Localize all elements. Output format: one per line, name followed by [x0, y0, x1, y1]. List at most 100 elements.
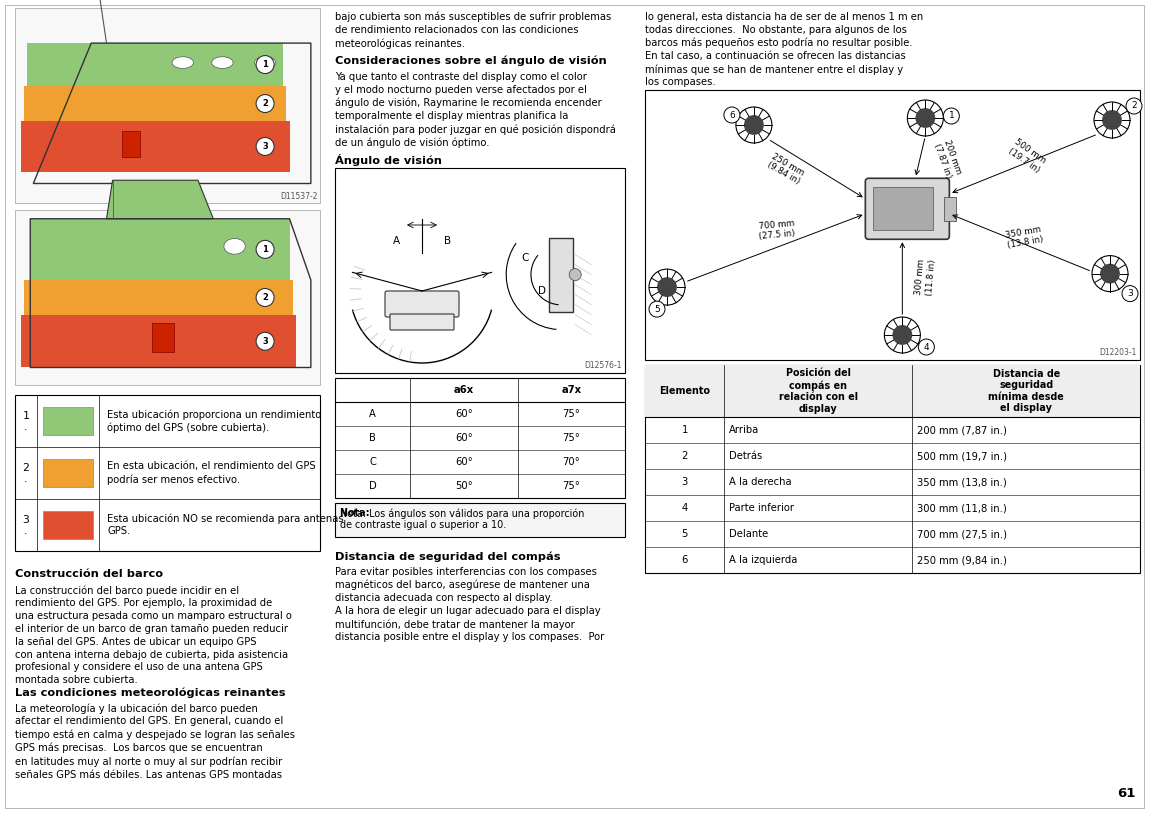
Text: C: C: [369, 457, 376, 467]
Text: 2: 2: [681, 451, 688, 461]
Circle shape: [649, 269, 685, 305]
Circle shape: [256, 137, 275, 155]
Circle shape: [1102, 110, 1121, 130]
Text: Construcción del barco: Construcción del barco: [15, 569, 163, 579]
Bar: [30, 219, 290, 280]
Text: 60°: 60°: [455, 409, 473, 419]
Text: 5: 5: [654, 305, 660, 314]
Circle shape: [256, 94, 275, 112]
Ellipse shape: [254, 57, 276, 68]
Bar: [944, 197, 956, 221]
Text: Para evitar posibles interferencias con los compases
magnéticos del barco, asegú: Para evitar posibles interferencias con …: [336, 567, 604, 642]
Bar: [15, 210, 321, 385]
Circle shape: [943, 108, 959, 124]
Text: Nota: Los ángulos son válidos para una proporción: Nota: Los ángulos son válidos para una p…: [340, 508, 585, 519]
Text: 6: 6: [728, 111, 734, 120]
Text: 500 mm (19,7 in.): 500 mm (19,7 in.): [917, 451, 1008, 461]
Circle shape: [256, 55, 275, 73]
Ellipse shape: [224, 238, 245, 254]
Text: Ángulo de visión: Ángulo de visión: [336, 154, 442, 166]
Text: Detrás: Detrás: [730, 451, 763, 461]
Circle shape: [916, 108, 935, 128]
Ellipse shape: [211, 57, 233, 68]
Text: 350 mm (13,8 in.): 350 mm (13,8 in.): [917, 477, 1007, 487]
Text: 1: 1: [262, 245, 268, 254]
Text: A la izquierda: A la izquierda: [730, 555, 797, 565]
Ellipse shape: [172, 57, 193, 68]
Circle shape: [885, 317, 920, 353]
Text: Esta ubicación NO se recomienda para antenas
GPS.: Esta ubicación NO se recomienda para ant…: [107, 514, 344, 537]
Text: 2: 2: [262, 99, 268, 108]
Text: 2: 2: [23, 463, 30, 473]
Circle shape: [1126, 98, 1142, 114]
Text: 3: 3: [23, 515, 30, 525]
Circle shape: [256, 241, 275, 259]
Circle shape: [735, 107, 772, 143]
Text: D12203-1: D12203-1: [1100, 348, 1138, 357]
Text: B: B: [369, 433, 376, 443]
Text: 700 mm
(27.5 in): 700 mm (27.5 in): [757, 219, 795, 241]
Text: 250 mm
(9.84 in): 250 mm (9.84 in): [765, 151, 807, 186]
Text: 70°: 70°: [563, 457, 580, 467]
Bar: [21, 315, 295, 367]
Text: 6: 6: [681, 555, 688, 565]
Bar: [15, 8, 321, 203]
Text: .: .: [24, 526, 28, 536]
Bar: [15, 395, 321, 551]
Text: Parte inferior: Parte inferior: [730, 503, 794, 513]
Circle shape: [256, 289, 275, 307]
Text: 3: 3: [681, 477, 688, 487]
Circle shape: [908, 100, 943, 136]
Polygon shape: [107, 180, 214, 219]
Bar: [645, 365, 1140, 573]
Text: 1: 1: [948, 111, 954, 120]
Text: B: B: [445, 236, 452, 246]
Text: 1: 1: [262, 60, 268, 69]
Text: Distancia de seguridad del compás: Distancia de seguridad del compás: [336, 551, 561, 562]
Circle shape: [1094, 102, 1129, 138]
Bar: [873, 187, 933, 230]
Text: A: A: [393, 236, 400, 246]
Circle shape: [724, 107, 740, 123]
Text: A: A: [369, 409, 376, 419]
Text: 500 mm
(19.7 in): 500 mm (19.7 in): [1007, 137, 1048, 174]
Bar: [645, 90, 1140, 360]
Text: C: C: [522, 253, 530, 263]
Text: Arriba: Arriba: [730, 425, 759, 435]
Text: .: .: [24, 474, 28, 484]
Text: 300 mm (11,8 in.): 300 mm (11,8 in.): [917, 503, 1007, 513]
Circle shape: [569, 268, 581, 280]
Text: 2: 2: [1131, 102, 1136, 111]
Text: 200 mm
(7.87 in): 200 mm (7.87 in): [932, 138, 963, 179]
Text: 5: 5: [681, 529, 688, 539]
Text: a7x: a7x: [562, 385, 581, 395]
Text: D: D: [369, 481, 377, 491]
Bar: [43, 511, 93, 539]
Text: 4: 4: [681, 503, 688, 513]
Text: 50°: 50°: [455, 481, 473, 491]
Bar: [43, 407, 93, 435]
Circle shape: [1100, 263, 1120, 284]
Text: lo general, esta distancia ha de ser de al menos 1 m en
todas direcciones.  No o: lo general, esta distancia ha de ser de …: [645, 12, 924, 87]
Text: D: D: [538, 286, 546, 296]
FancyBboxPatch shape: [390, 314, 454, 330]
Text: a6x: a6x: [454, 385, 475, 395]
Text: 1: 1: [23, 411, 30, 421]
Circle shape: [1123, 285, 1138, 302]
Bar: [28, 43, 284, 86]
Text: Las condiciones meteorológicas reinantes: Las condiciones meteorológicas reinantes: [15, 687, 285, 698]
Bar: [21, 121, 290, 172]
Text: La construcción del barco puede incidir en el
rendimiento del GPS. Por ejemplo, : La construcción del barco puede incidir …: [15, 585, 292, 685]
Text: D12576-1: D12576-1: [585, 361, 622, 370]
Text: 75°: 75°: [562, 409, 580, 419]
Text: Posición del
compás en
relación con el
display: Posición del compás en relación con el d…: [779, 368, 858, 414]
Text: 2: 2: [262, 293, 268, 302]
Text: bajo cubierta son más susceptibles de sufrir problemas
de rendimiento relacionad: bajo cubierta son más susceptibles de su…: [336, 12, 611, 49]
Bar: [122, 131, 140, 157]
Text: 3: 3: [262, 337, 268, 346]
Text: 300 mm
(11.8 in): 300 mm (11.8 in): [915, 258, 936, 296]
Text: 75°: 75°: [562, 433, 580, 443]
Circle shape: [1092, 255, 1128, 292]
Circle shape: [745, 115, 764, 135]
Text: A la derecha: A la derecha: [730, 477, 792, 487]
